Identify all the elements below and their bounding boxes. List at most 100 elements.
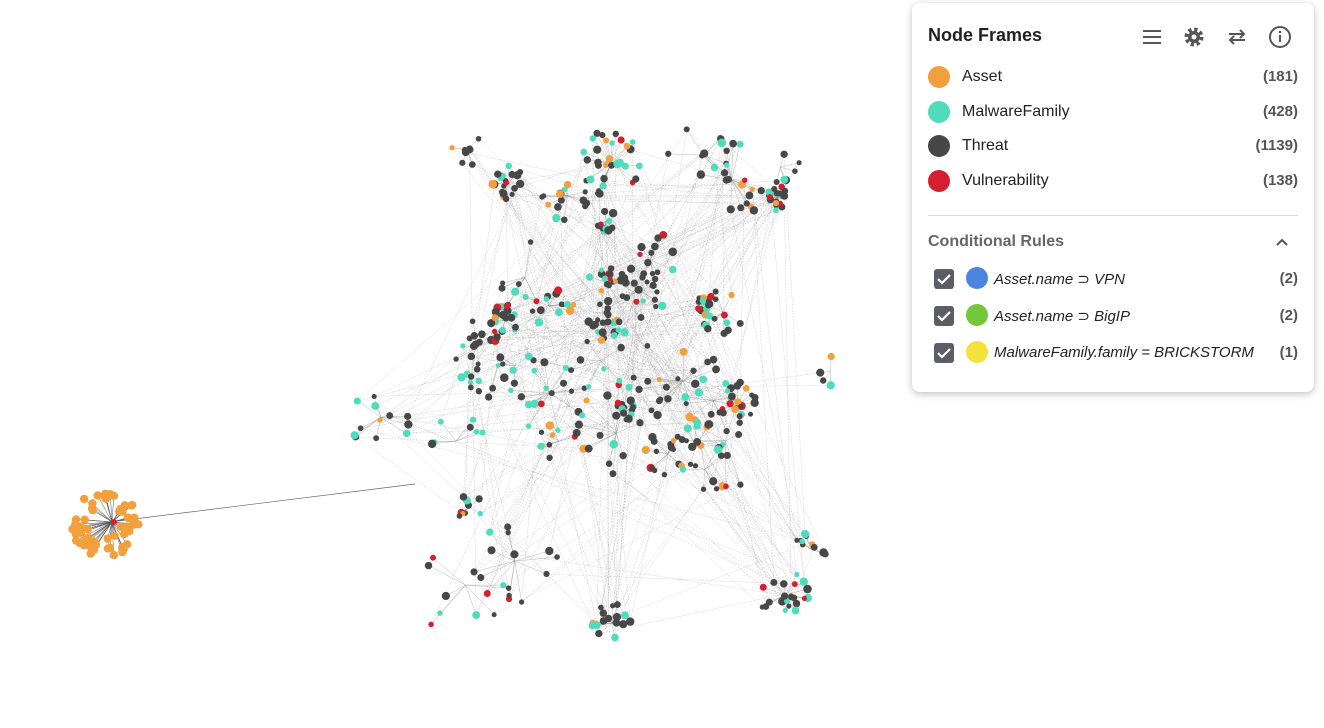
graph-edge	[730, 209, 808, 590]
swap-button[interactable]	[1225, 25, 1249, 49]
graph-node	[478, 330, 486, 339]
graph-node	[801, 595, 807, 601]
graph-edge	[617, 489, 704, 605]
graph-edge	[528, 332, 615, 405]
rule-checkbox[interactable]	[934, 269, 954, 289]
graph-edge	[482, 414, 742, 433]
graph-edge	[381, 416, 408, 418]
graph-edge	[604, 231, 796, 611]
graph-edge	[741, 414, 798, 575]
graph-node	[711, 315, 718, 322]
graph-edge	[562, 304, 724, 414]
graph-node	[619, 620, 628, 629]
graph-edge	[601, 290, 618, 617]
graph-edge	[596, 230, 609, 626]
graph-node	[580, 148, 588, 156]
graph-edge	[473, 425, 698, 573]
graph-node	[723, 162, 730, 168]
graph-node	[599, 182, 607, 190]
legend-item[interactable]: Vulnerability (138)	[912, 166, 1314, 196]
graph-edge	[700, 445, 706, 470]
graph-node	[598, 328, 607, 337]
graph-edge	[560, 193, 708, 427]
settings-button[interactable]	[1182, 25, 1206, 49]
graph-node	[624, 414, 633, 423]
graph-edge	[546, 234, 664, 300]
graph-node	[737, 481, 744, 488]
graph-edge	[360, 427, 801, 541]
graph-edge	[625, 281, 660, 401]
graph-node	[712, 296, 719, 303]
graph-edge	[465, 152, 620, 323]
checkmark	[937, 274, 951, 285]
graph-edge	[726, 179, 775, 190]
graph-edge	[616, 297, 700, 321]
rule-label: Asset.name ⊃ BigIP	[994, 308, 1130, 325]
graph-node	[402, 429, 411, 438]
graph-edge	[487, 560, 515, 594]
graph-layer	[68, 126, 835, 642]
graph-edge	[588, 195, 782, 387]
graph-canvas[interactable]	[0, 0, 910, 728]
graph-node	[718, 452, 725, 459]
graph-edge	[462, 345, 604, 614]
collapse-button[interactable]	[1272, 232, 1292, 252]
graph-edge	[713, 383, 726, 401]
graph-edge	[502, 329, 598, 333]
graph-node	[128, 520, 138, 530]
graph-edge	[505, 180, 673, 253]
graph-edge	[567, 195, 586, 207]
graph-edge	[503, 193, 599, 226]
graph-node	[707, 410, 715, 418]
graph-node	[579, 412, 586, 419]
graph-edge	[497, 174, 736, 410]
graph-node	[437, 610, 443, 616]
graph-node	[636, 419, 644, 427]
legend-swatch	[928, 135, 950, 158]
graph-edge	[614, 416, 690, 638]
graph-edge	[642, 138, 722, 278]
graph-node	[724, 326, 732, 335]
graph-edge	[588, 360, 601, 387]
graph-node	[737, 204, 745, 212]
graph-edge	[472, 372, 821, 421]
rule-checkbox[interactable]	[934, 343, 954, 363]
graph-edge	[455, 155, 702, 360]
legend-item[interactable]: Threat (1139)	[912, 131, 1314, 161]
graph-node	[675, 376, 681, 382]
graph-edge	[598, 165, 716, 292]
graph-edge	[611, 605, 613, 624]
graph-node	[613, 159, 622, 169]
graph-edge	[659, 163, 727, 401]
graph-node	[766, 194, 774, 201]
menu-button[interactable]	[1140, 25, 1164, 49]
graph-node	[620, 328, 629, 337]
graph-edge	[463, 346, 475, 497]
graph-edge	[612, 210, 777, 283]
graph-node	[611, 633, 619, 642]
graph-node	[653, 410, 662, 420]
graph-node	[736, 319, 744, 327]
graph-node	[601, 275, 609, 282]
graph-node	[371, 401, 380, 410]
graph-node	[816, 368, 825, 377]
rule-count: (2)	[1279, 270, 1298, 287]
graph-node	[460, 343, 466, 349]
graph-node	[602, 162, 609, 169]
legend-item[interactable]: MalwareFamily (428)	[912, 97, 1314, 127]
graph-edge	[502, 363, 763, 608]
rule-swatch	[966, 304, 988, 326]
graph-node	[576, 356, 585, 364]
rule-checkbox[interactable]	[934, 306, 954, 326]
legend-item[interactable]: Asset (181)	[912, 62, 1314, 92]
graph-edge	[111, 495, 115, 523]
graph-node	[800, 529, 810, 539]
graph-node	[546, 454, 553, 461]
graph-edge	[476, 277, 643, 432]
graph-node	[453, 356, 459, 362]
graph-node	[799, 538, 805, 545]
graph-edge	[607, 395, 617, 434]
info-button[interactable]	[1268, 25, 1292, 49]
graph-edge	[473, 377, 634, 573]
graph-edge	[682, 381, 698, 423]
